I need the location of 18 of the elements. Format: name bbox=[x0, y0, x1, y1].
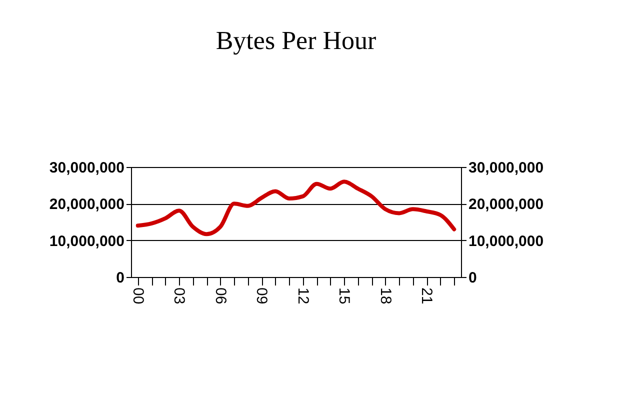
x-tick-label: 18 bbox=[376, 288, 394, 304]
y2-tick-label: 30,000,000 bbox=[468, 160, 544, 176]
y-tick-label: 30,000,000 bbox=[49, 160, 124, 176]
x-tick-label: 12 bbox=[294, 288, 312, 304]
x-tick-label: 00 bbox=[129, 288, 146, 304]
y-tick-label: 20,000,000 bbox=[49, 196, 124, 214]
chart-title: Bytes Per Hour bbox=[216, 26, 376, 55]
line-series bbox=[136, 180, 456, 236]
y2-tick-label: 0 bbox=[468, 270, 477, 286]
x-tick-label: 06 bbox=[212, 288, 229, 304]
y-tick-label: 0 bbox=[116, 270, 124, 286]
y2-tick-label: 10,000,000 bbox=[468, 232, 544, 250]
x-tick-label: 21 bbox=[418, 288, 436, 304]
x-tick-label: 03 bbox=[170, 288, 188, 304]
x-tick-label: 15 bbox=[336, 288, 353, 304]
x-tick-label: 09 bbox=[253, 288, 270, 304]
y2-tick-label: 20,000,000 bbox=[468, 196, 544, 214]
y-tick-label: 10,000,000 bbox=[49, 232, 124, 250]
